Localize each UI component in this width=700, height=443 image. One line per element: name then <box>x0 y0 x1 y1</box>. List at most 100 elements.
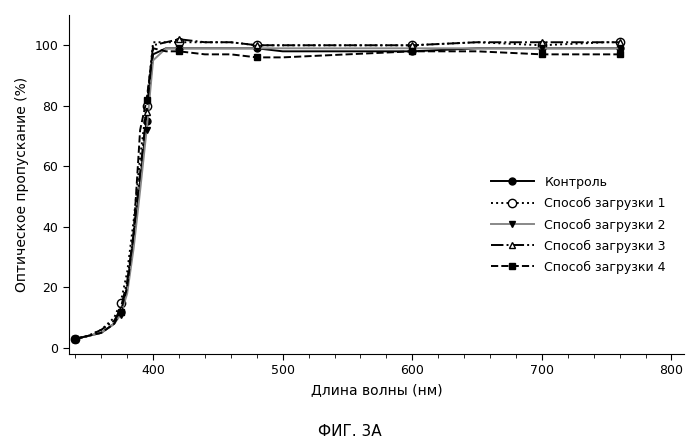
Способ загрузки 1 <box>279 43 287 48</box>
Способ загрузки 1 <box>615 39 624 45</box>
Способ загрузки 3 <box>149 43 158 48</box>
Способ загрузки 3 <box>408 43 416 48</box>
Способ загрузки 3 <box>130 230 138 236</box>
Line: Контроль: Контроль <box>72 45 623 342</box>
Line: Способ загрузки 3: Способ загрузки 3 <box>72 36 623 342</box>
Способ загрузки 4 <box>84 333 92 338</box>
Способ загрузки 1 <box>110 315 118 320</box>
Способ загрузки 1 <box>142 103 150 109</box>
Контроль <box>473 46 482 51</box>
Контроль <box>110 321 118 326</box>
Контроль <box>538 46 546 51</box>
Способ загрузки 4 <box>408 49 416 54</box>
Способ загрузки 4 <box>142 97 150 102</box>
Способ загрузки 4 <box>136 128 144 133</box>
Способ загрузки 1 <box>130 218 138 223</box>
Способ загрузки 4 <box>162 49 170 54</box>
Способ загрузки 2 <box>253 46 261 51</box>
Способ загрузки 4 <box>175 49 183 54</box>
Способ загрузки 4 <box>538 52 546 57</box>
Контроль <box>615 46 624 51</box>
Способ загрузки 3 <box>136 170 144 175</box>
X-axis label: Длина волны (нм): Длина волны (нм) <box>311 383 442 397</box>
Способ загрузки 3 <box>473 39 482 45</box>
Способ загрузки 4 <box>227 52 235 57</box>
Способ загрузки 4 <box>603 52 611 57</box>
Способ загрузки 3 <box>538 39 546 45</box>
Способ загрузки 2 <box>603 46 611 51</box>
Контроль <box>130 239 138 245</box>
Способ загрузки 4 <box>201 52 209 57</box>
Контроль <box>227 46 235 51</box>
Контроль <box>84 333 92 338</box>
Line: Способ загрузки 2: Способ загрузки 2 <box>72 45 623 342</box>
Способ загрузки 3 <box>162 39 170 45</box>
Способ загрузки 1 <box>116 300 125 305</box>
Контроль <box>97 330 106 335</box>
Способ загрузки 3 <box>84 333 92 338</box>
Способ загрузки 4 <box>97 330 106 335</box>
Способ загрузки 2 <box>538 46 546 51</box>
Способ загрузки 3 <box>116 306 125 311</box>
Способ загрузки 1 <box>227 39 235 45</box>
Line: Способ загрузки 1: Способ загрузки 1 <box>71 38 624 343</box>
Способ загрузки 4 <box>253 55 261 60</box>
Контроль <box>142 118 150 124</box>
Контроль <box>149 52 158 57</box>
Способ загрузки 2 <box>123 291 132 296</box>
Text: ФИГ. 3А: ФИГ. 3А <box>318 424 382 439</box>
Контроль <box>279 49 287 54</box>
Способ загрузки 2 <box>279 46 287 51</box>
Способ загрузки 4 <box>615 52 624 57</box>
Способ загрузки 2 <box>408 46 416 51</box>
Контроль <box>253 46 261 51</box>
Способ загрузки 2 <box>142 128 150 133</box>
Способ загрузки 1 <box>201 39 209 45</box>
Контроль <box>343 49 351 54</box>
Способ загрузки 2 <box>84 333 92 338</box>
Способ загрузки 2 <box>473 46 482 51</box>
Способ загрузки 3 <box>603 39 611 45</box>
Способ загрузки 2 <box>136 188 144 193</box>
Способ загрузки 4 <box>123 285 132 290</box>
Способ загрузки 1 <box>473 39 482 45</box>
Способ загрузки 4 <box>110 321 118 326</box>
Способ загрузки 4 <box>130 230 138 236</box>
Способ загрузки 3 <box>343 43 351 48</box>
Способ загрузки 3 <box>110 318 118 323</box>
Способ загрузки 1 <box>84 333 92 338</box>
Способ загрузки 1 <box>408 43 416 48</box>
Способ загрузки 1 <box>149 39 158 45</box>
Способ загрузки 3 <box>175 37 183 42</box>
Контроль <box>201 46 209 51</box>
Способ загрузки 2 <box>162 46 170 51</box>
Способ загрузки 2 <box>97 330 106 335</box>
Y-axis label: Оптическое пропускание (%): Оптическое пропускание (%) <box>15 77 29 292</box>
Способ загрузки 4 <box>279 55 287 60</box>
Способ загрузки 4 <box>71 336 80 342</box>
Способ загрузки 1 <box>538 43 546 48</box>
Способ загрузки 4 <box>343 52 351 57</box>
Способ загрузки 3 <box>71 336 80 342</box>
Контроль <box>116 309 125 314</box>
Способ загрузки 2 <box>130 245 138 251</box>
Способ загрузки 3 <box>253 43 261 48</box>
Способ загрузки 2 <box>149 58 158 63</box>
Способ загрузки 3 <box>615 39 624 45</box>
Способ загрузки 1 <box>71 336 80 342</box>
Способ загрузки 4 <box>149 46 158 51</box>
Способ загрузки 3 <box>97 327 106 332</box>
Способ загрузки 1 <box>123 270 132 275</box>
Контроль <box>162 46 170 51</box>
Способ загрузки 2 <box>343 46 351 51</box>
Контроль <box>603 46 611 51</box>
Способ загрузки 1 <box>175 39 183 45</box>
Контроль <box>175 46 183 51</box>
Способ загрузки 1 <box>253 43 261 48</box>
Способ загрузки 2 <box>175 46 183 51</box>
Способ загрузки 2 <box>201 46 209 51</box>
Line: Способ загрузки 4: Способ загрузки 4 <box>72 45 623 342</box>
Контроль <box>136 179 144 184</box>
Способ загрузки 1 <box>136 155 144 160</box>
Контроль <box>408 49 416 54</box>
